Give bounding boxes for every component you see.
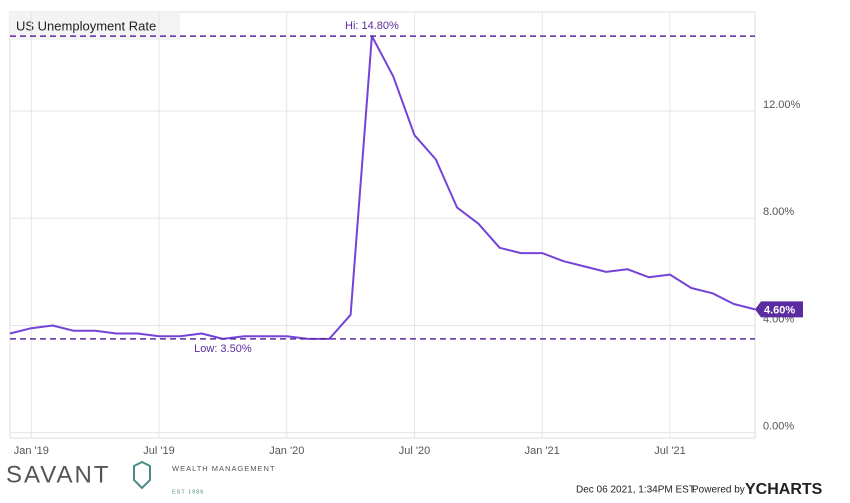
x-tick-label: Jul '21 (654, 445, 685, 457)
x-tick-label: Jan '20 (269, 445, 304, 457)
timestamp: Dec 06 2021, 1:34PM EST. (576, 485, 697, 496)
y-tick-label: 8.00% (763, 206, 794, 218)
brand-sub: WEALTH MANAGEMENT (172, 464, 276, 473)
hi-label: Hi: 14.80% (345, 20, 399, 32)
x-tick-label: Jan '21 (525, 445, 560, 457)
source-logo: YCHARTS (745, 481, 823, 498)
footer: SAVANT WEALTH MANAGEMENT EST 1986 Dec 06… (6, 460, 823, 498)
data-line (9, 35, 756, 340)
x-tick-label: Jul '19 (143, 445, 174, 457)
brand-logo (133, 460, 151, 490)
end-label-box (755, 301, 803, 318)
title-box (10, 12, 180, 40)
brand: SAVANT (6, 461, 110, 488)
brand-est: EST 1986 (172, 489, 204, 495)
powered-by: Powered by (692, 485, 745, 496)
x-tick-label: Jan '19 (14, 445, 49, 457)
grid (10, 12, 755, 438)
end-label: 4.60% (764, 304, 795, 316)
y-tick-label: 12.00% (763, 99, 801, 111)
plot-area (9, 11, 756, 439)
x-tick-label: Jul '20 (399, 445, 430, 457)
low-label: Low: 3.50% (194, 343, 252, 355)
y-tick-label: 0.00% (763, 421, 794, 433)
chart-title: US Unemployment Rate (16, 18, 156, 33)
